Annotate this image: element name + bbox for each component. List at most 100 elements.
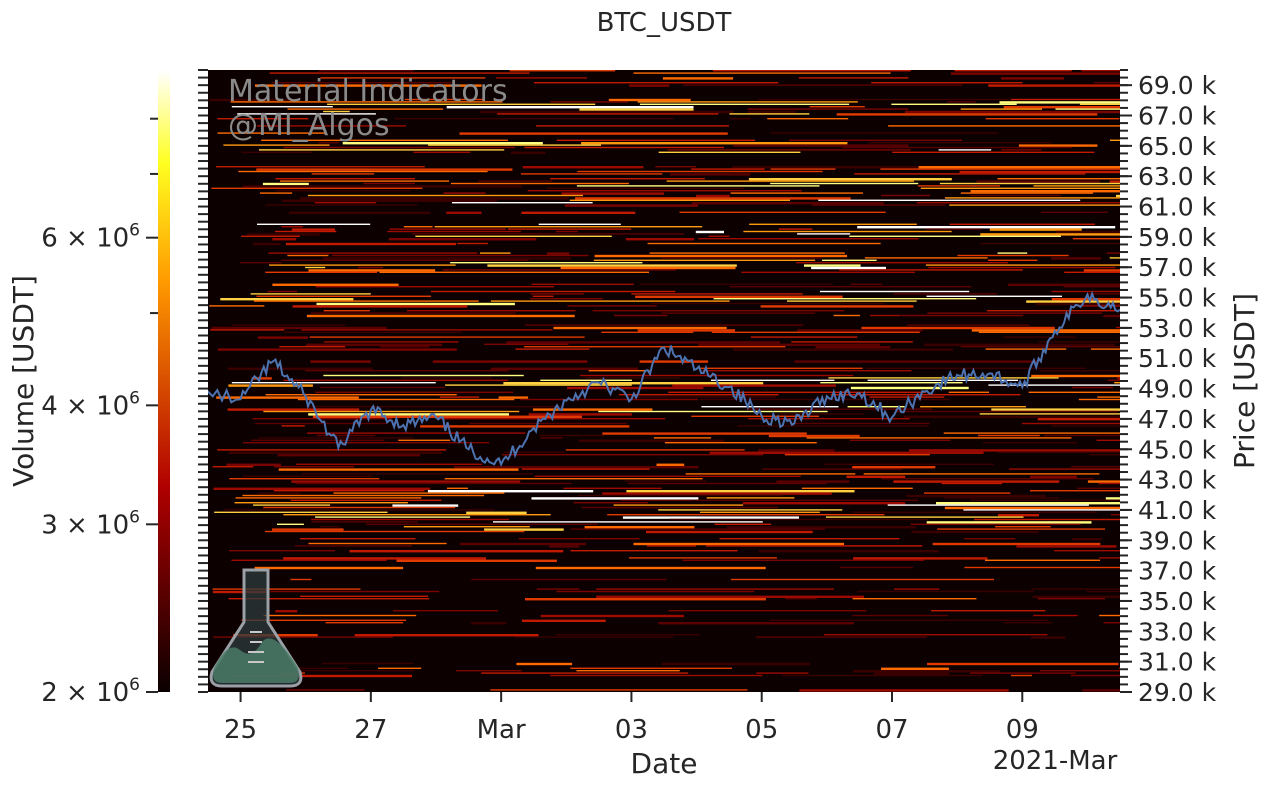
heatmap-band-296 [601, 331, 694, 333]
heatmap-band-498 [253, 504, 331, 506]
heatmap-band-255 [530, 298, 603, 300]
heatmap-band-11 [798, 77, 909, 79]
heatmap-band-451 [685, 473, 856, 475]
heatmap-band-304 [506, 341, 780, 344]
heatmap-band-253 [926, 295, 1062, 297]
heatmap-band-185 [388, 238, 537, 241]
heatmap-band-235 [639, 283, 833, 285]
heatmap-band-381 [746, 408, 932, 410]
heatmap-band-434 [502, 454, 764, 456]
heatmap-band-119 [917, 185, 1001, 187]
heatmap-band-93 [691, 168, 765, 170]
x-tick-label-0: 25 [224, 715, 257, 745]
heatmap-band-60 [217, 132, 327, 134]
heatmap-band-406 [602, 432, 807, 435]
heatmap-band-206 [864, 257, 988, 259]
heatmap-band-104 [550, 178, 705, 180]
heatmap-band-216 [269, 264, 456, 266]
heatmap-band-631 [1039, 670, 1120, 672]
heatmap-band-58 [536, 125, 729, 127]
heatmap-band-212 [988, 259, 1038, 261]
heatmap-band-359 [668, 391, 926, 393]
heatmap-band-123 [920, 187, 1120, 189]
heatmap-band-32 [639, 103, 850, 105]
heatmap-band-403 [737, 425, 929, 427]
heatmap-band-157 [538, 223, 621, 225]
heatmap-band-8 [320, 77, 486, 79]
heatmap-band-205 [661, 257, 822, 259]
heatmap-band-389 [979, 413, 1120, 415]
heatmap-band-182 [708, 235, 730, 237]
heatmap-band-245 [250, 293, 371, 295]
heatmap-band-418 [398, 439, 451, 441]
heatmap-band-312 [379, 346, 430, 348]
heatmap-band-465 [295, 482, 572, 485]
heatmap-band-285 [907, 324, 1030, 326]
heatmap-band-504 [944, 506, 1120, 510]
heatmap-band-511 [852, 511, 1097, 513]
heatmap-band-496 [742, 502, 906, 505]
heatmap-band-626 [1119, 667, 1120, 669]
heatmap-band-12 [1001, 77, 1064, 80]
x-tick-label-2: Mar [477, 715, 526, 745]
y-tick-label-18: 65.0 k [1138, 132, 1217, 161]
heatmap-band-201 [332, 254, 589, 257]
heatmap-band-172 [556, 230, 578, 233]
heatmap-band-293 [797, 329, 923, 332]
heatmap-band-165 [389, 228, 506, 230]
heatmap-band-29 [947, 101, 976, 103]
heatmap-band-242 [430, 290, 676, 293]
heatmap-band-578 [894, 588, 940, 590]
heatmap-band-247 [631, 293, 803, 295]
heatmap-band-48 [237, 113, 376, 115]
heatmap-band-309 [698, 343, 881, 346]
heatmap-band-246 [530, 293, 584, 295]
heatmap-band-376 [701, 406, 839, 408]
heatmap-band-294 [971, 329, 1120, 332]
heatmap-band-92 [256, 168, 513, 171]
heatmap-band-298 [978, 331, 1120, 333]
heatmap-band-221 [357, 266, 384, 269]
heatmap-band-483 [578, 494, 783, 497]
heatmap-band-485 [235, 497, 422, 499]
heatmap-band-39 [287, 108, 444, 110]
heatmap-band-417 [251, 439, 385, 441]
heatmap-band-510 [700, 511, 820, 513]
heatmap-band-51 [836, 113, 1098, 116]
heatmap-band-117 [242, 185, 522, 188]
heatmap-band-448 [762, 468, 903, 470]
heatmap-band-5 [269, 72, 530, 74]
heatmap-band-438 [296, 463, 482, 465]
heatmap-band-364 [830, 394, 1021, 396]
heatmap-band-33 [891, 103, 1017, 105]
heatmap-band-474 [273, 490, 425, 492]
heatmap-band-114 [450, 182, 629, 185]
heatmap-band-98 [959, 170, 1120, 174]
heatmap-band-415 [653, 437, 712, 439]
heatmap-band-335 [1031, 374, 1120, 378]
heatmap-band-176 [247, 233, 320, 236]
heatmap-band-540 [911, 530, 1039, 534]
heatmap-band-490 [290, 499, 442, 501]
heatmap-band-150 [949, 204, 1120, 206]
heatmap-band-140 [282, 199, 497, 202]
heatmap-band-266 [292, 305, 468, 308]
y-tick-label-11: 51.0 k [1138, 344, 1217, 373]
heatmap-band-457 [229, 478, 380, 480]
heatmap-band-336 [251, 377, 272, 380]
heatmap-band-116 [939, 182, 1120, 185]
heatmap-band-404 [1051, 425, 1120, 427]
heatmap-band-144 [452, 202, 593, 204]
heatmap-band-42 [960, 108, 1042, 110]
heatmap-band-4 [1081, 70, 1120, 72]
heatmap-band-310 [924, 343, 1115, 346]
heatmap-band-495 [573, 502, 648, 504]
heatmap-band-232 [1064, 271, 1120, 273]
heatmap-band-475 [427, 490, 594, 493]
heatmap-band-203 [957, 254, 1069, 257]
heatmap-band-268 [760, 305, 914, 308]
heatmap-band-236 [850, 283, 883, 285]
heatmap-band-539 [646, 530, 813, 534]
heatmap-band-16 [1093, 82, 1120, 84]
heatmap-band-113 [363, 182, 415, 185]
